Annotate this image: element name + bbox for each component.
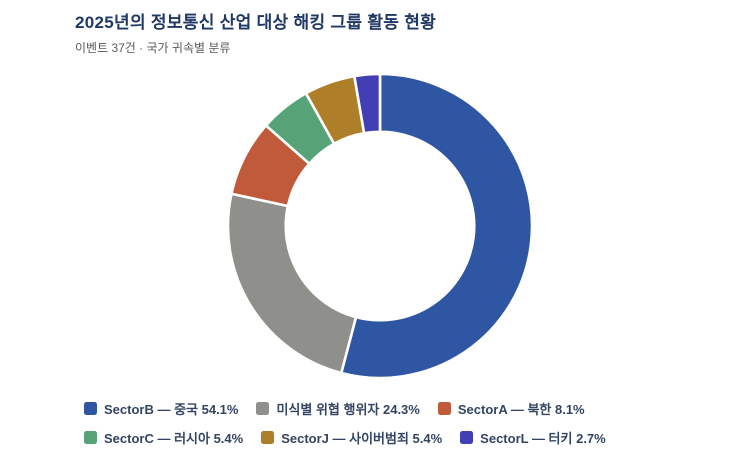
donut-segment-sectorL[interactable] [353, 72, 382, 135]
legend-label-sectorl: SectorL — 터키 2.7% [480, 431, 606, 446]
legend-item-sectorj[interactable]: SectorJ — 사이버범죄 5.4% [261, 428, 442, 447]
legend-label-sectorc: SectorC — 러시아 5.4% [104, 431, 244, 446]
legend-label-sectorb: SectorB — 중국 54.1% [104, 402, 239, 417]
legend-swatch-sectora [437, 402, 451, 415]
legend-row-2: SectorC — 러시아 5.4% SectorJ — 사이버범죄 5.4% … [84, 428, 606, 447]
legend-swatch-unidentified [256, 402, 270, 415]
legend-label-unidentified: 미식별 위협 행위자 24.3% [276, 402, 420, 417]
legend-item-sectorl[interactable]: SectorL — 터키 2.7% [460, 428, 606, 447]
legend-swatch-sectorj [261, 431, 275, 444]
legend-label-sectora: SectorA — 북한 8.1% [457, 402, 585, 417]
legend-item-sectorc[interactable]: SectorC — 러시아 5.4% [84, 428, 243, 447]
legend-swatch-sectorl [460, 431, 474, 444]
legend-item-sectorb[interactable]: SectorB — 중국 54.1% [84, 399, 238, 418]
legend-swatch-sectorc [84, 431, 97, 444]
legend-item-sectora[interactable]: SectorA — 북한 8.1% [437, 399, 585, 418]
legend-label-sectorj: SectorJ — 사이버범죄 5.4% [281, 431, 443, 446]
legend-row-1: SectorB — 중국 54.1% 미식별 위협 행위자 24.3% Sect… [84, 399, 606, 418]
chart-title: 2025년의 정보통신 산업 대상 해킹 그룹 활동 현황 [75, 13, 437, 32]
chart-subtitle: 이벤트 37건 · 국가 귀속별 분류 [75, 41, 231, 55]
donut-segment-unidentified[interactable] [226, 192, 358, 375]
donut-chart [226, 72, 534, 380]
legend-item-unidentified[interactable]: 미식별 위협 행위자 24.3% [256, 399, 420, 418]
chart-header: 2025년의 정보통신 산업 대상 해킹 그룹 활동 현황 이벤트 37건 · … [75, 12, 436, 55]
chart-legend: SectorB — 중국 54.1% 미식별 위협 행위자 24.3% Sect… [84, 399, 606, 447]
legend-swatch-sectorb [84, 402, 97, 415]
donut-segment-sectorB[interactable] [339, 72, 534, 380]
